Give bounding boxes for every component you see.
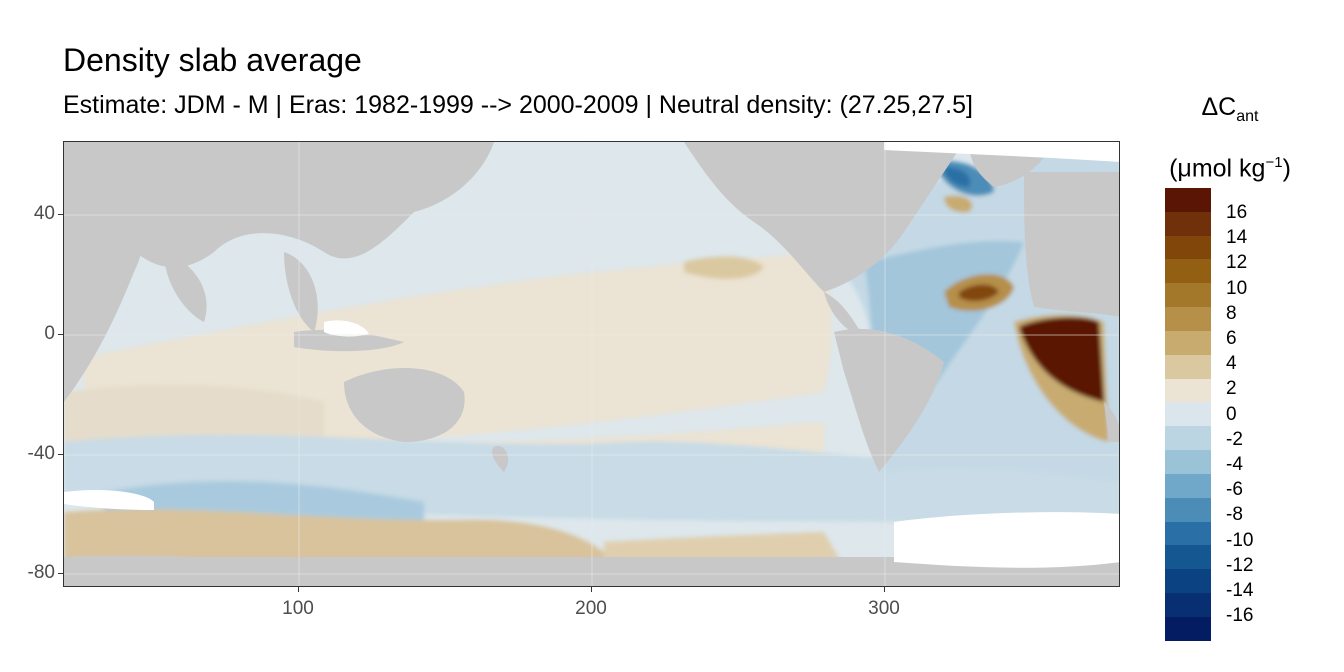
x-tick-label: 200 [575,598,607,619]
legend-label: -6 [1226,479,1243,501]
north-america [684,142,964,292]
legend-label: -16 [1226,605,1254,627]
legend-color-swatch [1165,307,1211,331]
y-tick-mark [58,454,63,455]
legend-color-swatch [1165,354,1211,379]
legend-color-swatch [1165,497,1211,522]
indian-warm [64,385,324,445]
y-tick-mark [58,334,63,335]
legend-unit-post: ) [1282,154,1291,183]
legend-unit-pre: (μmol kg [1169,154,1266,183]
chart-subtitle: Estimate: JDM - M | Eras: 1982-1999 --> … [63,91,973,119]
legend-variable: ΔCant [1150,84,1310,140]
legend-color-swatch [1165,330,1211,355]
y-tick-label: -40 [27,443,55,464]
legend-label: -14 [1226,580,1254,601]
legend-title: ΔCant (μmol kg−1) [1150,84,1310,191]
legend-color-swatch [1165,235,1211,260]
legend-label: -12 [1226,554,1254,576]
legend-color-swatch [1165,593,1211,617]
legend-label: 6 [1226,328,1237,349]
grid-layer [64,142,1119,586]
y-tick-label: -80 [27,562,55,583]
north-atlantic-deep-2 [944,167,971,187]
legend-color-swatch [1165,569,1211,594]
x-tick-label: 300 [868,598,900,619]
legend-variable-sub: ant [1236,108,1259,125]
x-tick-mark [298,587,299,592]
x-tick-mark [591,587,592,592]
x-tick-label: 100 [282,598,314,619]
antarctica-peninsula [64,555,604,586]
legend-label: 4 [1226,353,1237,375]
legend-label: 8 [1226,302,1237,324]
y-tick-label: 0 [44,323,55,344]
legend-label: -4 [1226,454,1243,475]
chart-title: Density slab average [63,42,362,78]
legend-label: -2 [1226,428,1243,450]
legend-color-swatch [1165,473,1211,498]
legend-label: 10 [1226,277,1248,299]
legend-label: 0 [1226,403,1237,425]
y-tick-mark [58,573,63,574]
nodata-indonesia [324,320,369,337]
legend-label: -8 [1226,504,1243,526]
legend-variable-main: ΔC [1201,93,1237,121]
legend-color-swatch [1165,450,1211,474]
legend-color-swatch [1165,378,1211,403]
central-america [824,292,864,337]
legend-unit-sup: −1 [1265,154,1283,171]
north-atlantic-warm [944,195,973,213]
legend-color-swatch [1165,545,1211,570]
south-america [834,328,944,472]
legend-label: 16 [1226,202,1248,223]
legend-colorbar [1165,188,1211,641]
legend-color-swatch [1165,188,1211,212]
tropical-atlantic-warm-core [959,284,999,302]
new-zealand [492,446,509,472]
map-panel [63,141,1120,587]
legend-label: 12 [1226,252,1248,274]
legend-color-swatch [1165,521,1211,546]
legend-label: 14 [1226,227,1248,249]
eurasia [64,142,494,268]
legend-color-swatch [1165,402,1211,427]
legend-unit: (μmol kg−1) [1150,140,1310,191]
legend-color-swatch [1165,259,1211,284]
legend-color-swatch [1165,211,1211,236]
y-tick-label: 40 [33,203,55,224]
southeast-asia [284,252,318,332]
nodata-layer [64,142,1119,568]
y-tick-mark [58,214,63,215]
map-plot [64,142,1119,586]
legend-color-swatch [1165,616,1211,641]
nodata-ross [64,490,154,510]
nodata-arctic [884,142,1119,162]
southern-africa [1104,402,1119,442]
legend-label: 2 [1226,378,1237,400]
eastern-atlantic-hot [1019,317,1104,402]
nodata-weddell [894,512,1119,568]
x-tick-mark [884,587,885,592]
legend-color-swatch [1165,426,1211,451]
europe-africa-east [1024,172,1119,317]
india [164,252,207,322]
legend-color-swatch [1165,283,1211,308]
antarctic-warm-rim [64,509,604,567]
north-pacific-warm [684,256,764,279]
australia [344,368,465,442]
legend-label: -10 [1226,529,1254,551]
